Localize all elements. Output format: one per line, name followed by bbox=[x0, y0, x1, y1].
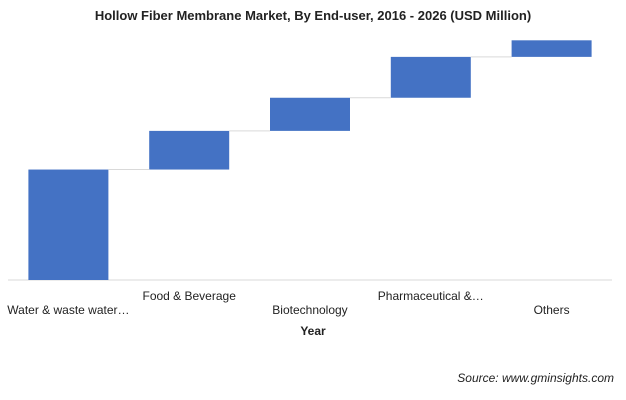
x-tick-label: Biotechnology bbox=[272, 303, 347, 317]
x-axis-title: Year bbox=[300, 324, 326, 338]
bar-3 bbox=[390, 56, 471, 98]
chart-title: Hollow Fiber Membrane Market, By End-use… bbox=[94, 8, 532, 23]
bar-2 bbox=[270, 97, 350, 131]
source-note: Source: www.gminsights.com bbox=[457, 371, 614, 385]
x-tick-label: Others bbox=[534, 303, 570, 317]
bar-4 bbox=[511, 40, 592, 57]
bar-1 bbox=[149, 130, 230, 170]
x-tick-label: Pharmaceutical &… bbox=[378, 289, 484, 303]
x-tick-label: Food & Beverage bbox=[142, 289, 236, 303]
x-tick-label: Water & waste water… bbox=[7, 303, 129, 317]
bar-0 bbox=[28, 169, 109, 280]
